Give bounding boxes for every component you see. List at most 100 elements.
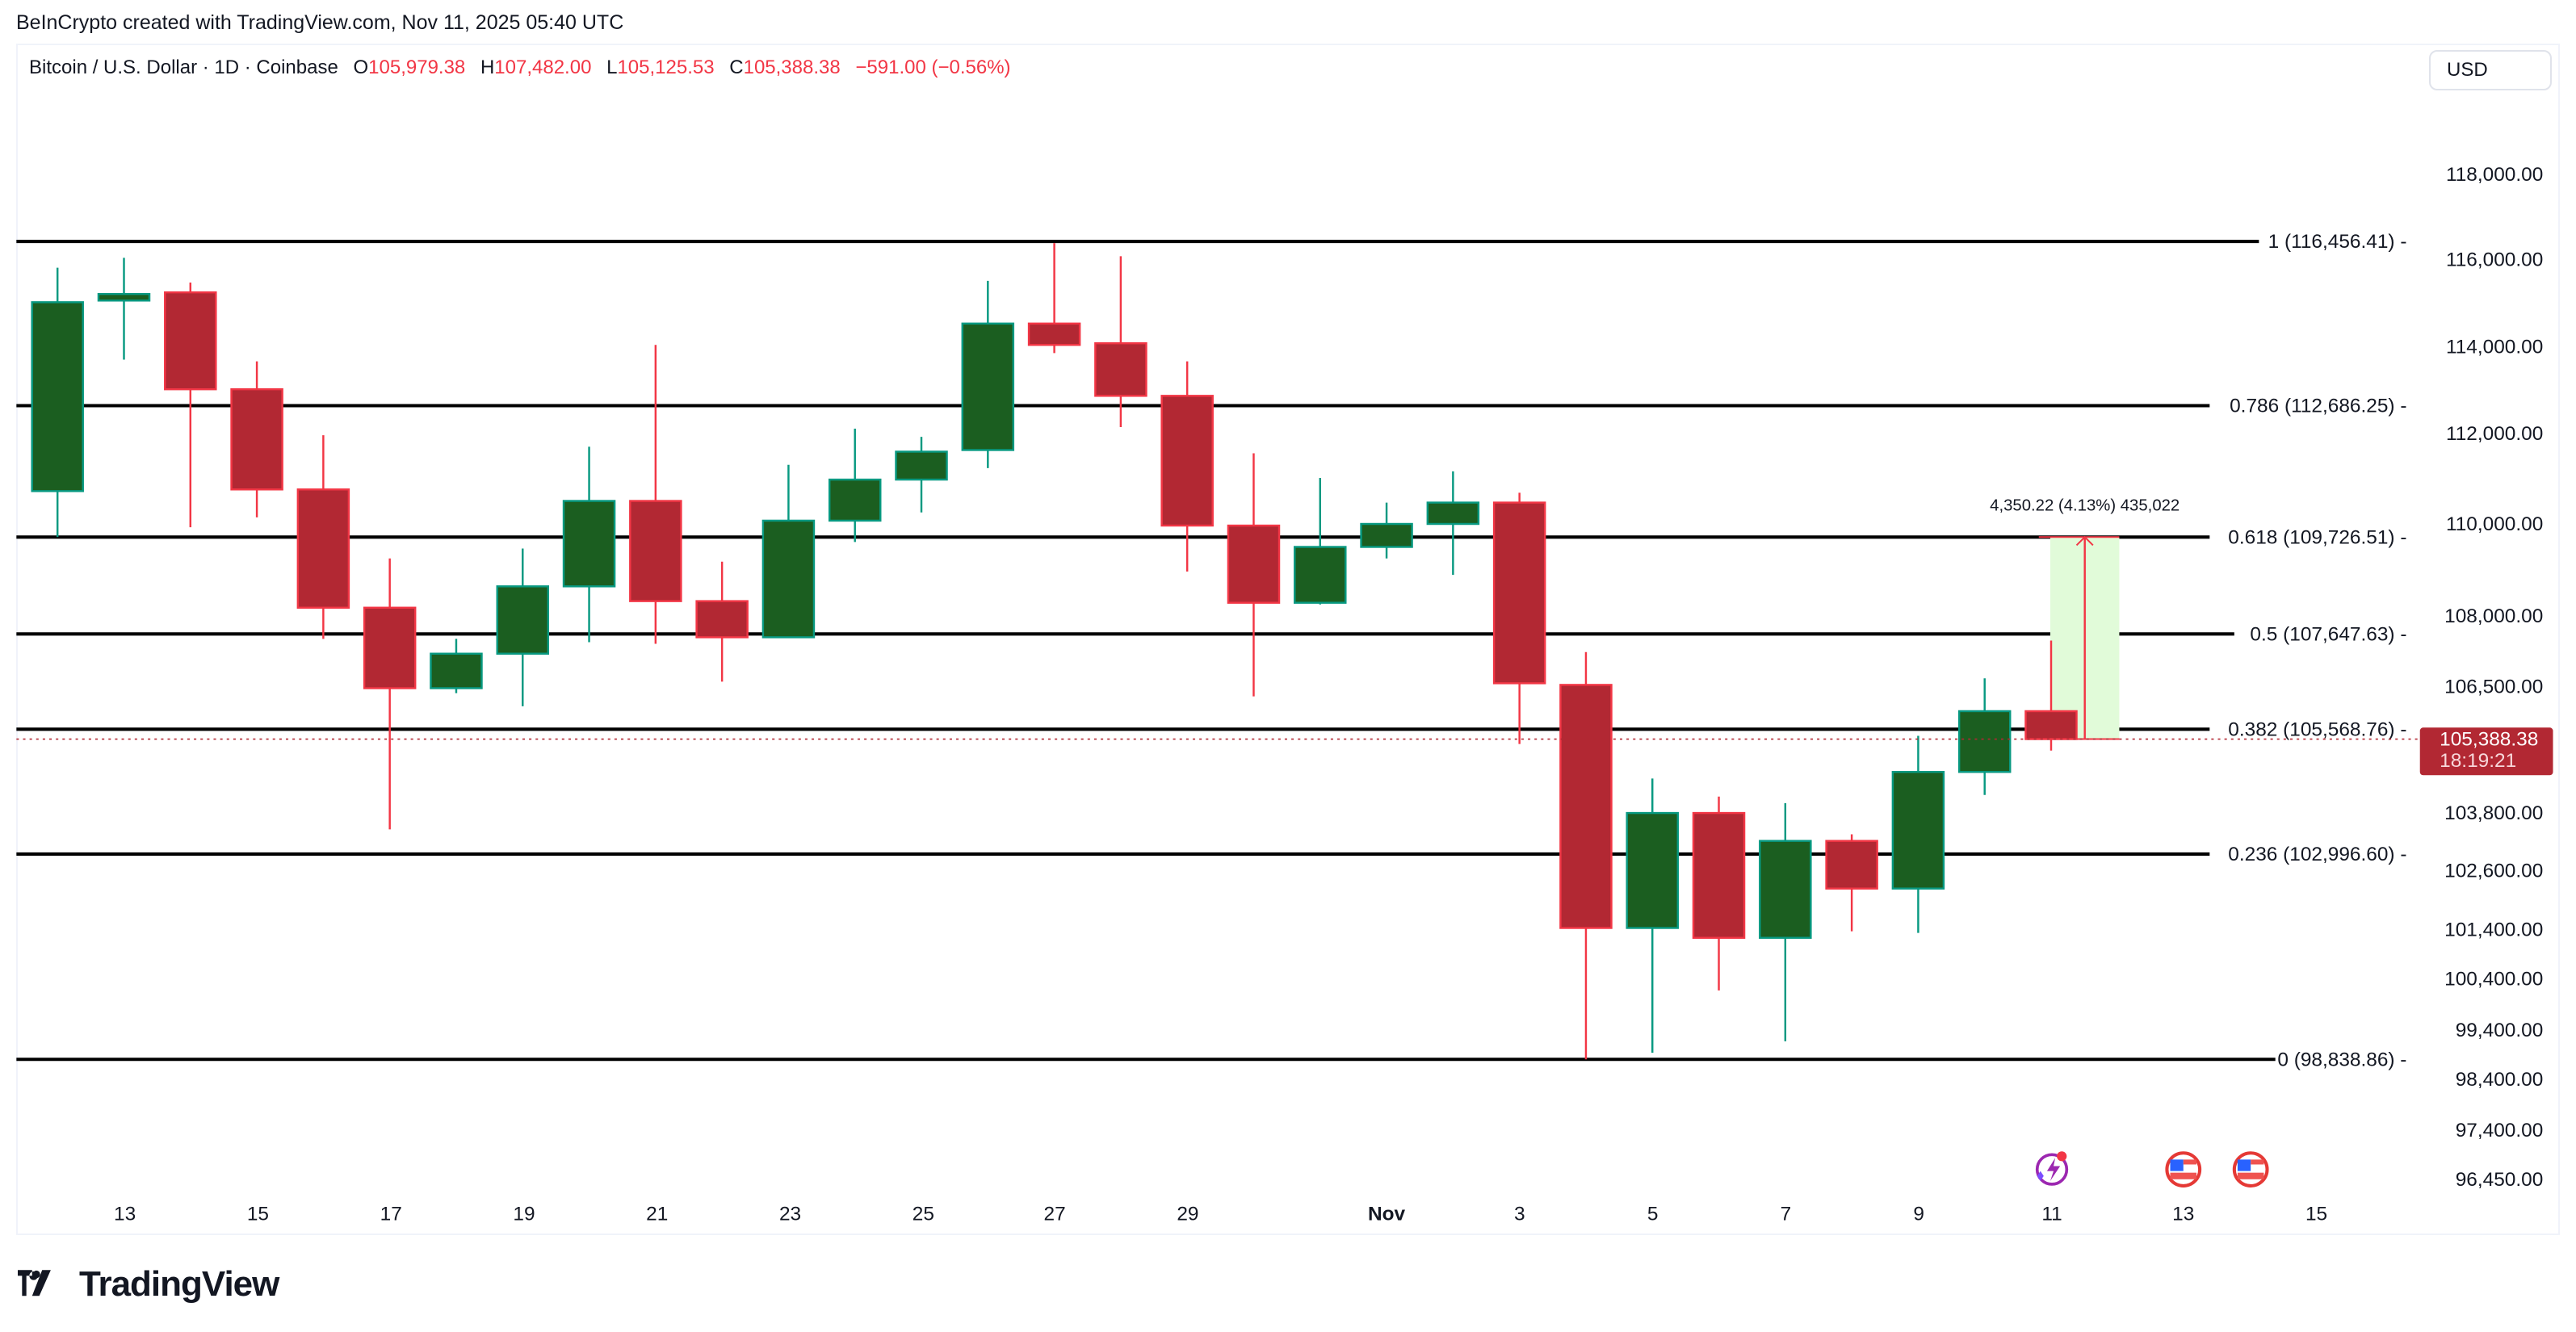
us-flag-event-icon[interactable] xyxy=(2232,1151,2269,1187)
time-tick: 23 xyxy=(779,1204,801,1225)
time-tick: 27 xyxy=(1044,1204,1066,1225)
candle[interactable] xyxy=(1360,502,1413,559)
close-value: 105,388.38 xyxy=(743,57,841,78)
open-value: 105,979.38 xyxy=(368,57,466,78)
time-tick: 13 xyxy=(114,1204,136,1225)
candles xyxy=(31,243,2078,1060)
candle[interactable] xyxy=(296,435,350,639)
symbol-legend: Bitcoin / U.S. Dollar · 1D · Coinbase O1… xyxy=(29,57,1011,79)
time-tick: 7 xyxy=(1781,1204,1792,1225)
tradingview-logo[interactable]: TradingView xyxy=(18,1264,279,1305)
price-tick: 112,000.00 xyxy=(2446,423,2543,445)
time-tick: 3 xyxy=(1514,1204,1525,1225)
candle[interactable] xyxy=(97,258,151,360)
fib-label: 0.5 (107,647.63) - xyxy=(2250,623,2406,645)
price-tick: 99,400.00 xyxy=(2456,1020,2544,1041)
candle[interactable] xyxy=(1492,492,1546,744)
time-tick: 29 xyxy=(1177,1204,1198,1225)
candle[interactable] xyxy=(496,548,550,706)
candle[interactable] xyxy=(230,361,283,517)
time-tick: 17 xyxy=(380,1204,402,1225)
currency-button[interactable]: USD xyxy=(2429,50,2552,90)
fib-label: 0.786 (112,686.25) - xyxy=(2230,396,2406,417)
time-axis[interactable]: 13 15 17 19 21 23 25 27 29 Nov 3 5 7 9 11 13 15 xyxy=(114,1204,2327,1225)
candle[interactable] xyxy=(761,464,816,639)
high-label: H xyxy=(480,57,495,78)
close-label: C xyxy=(729,57,744,78)
candle[interactable] xyxy=(1891,735,1945,933)
time-tick: 5 xyxy=(1647,1204,1659,1225)
candle[interactable] xyxy=(895,437,948,513)
candle[interactable] xyxy=(828,429,882,542)
price-tick: 98,400.00 xyxy=(2456,1069,2544,1091)
price-tick: 114,000.00 xyxy=(2446,336,2543,358)
price-tick: 101,400.00 xyxy=(2444,919,2543,941)
price-tick: 103,800.00 xyxy=(2444,802,2543,824)
price-tick: 108,000.00 xyxy=(2444,605,2543,627)
ai-news-icon[interactable] xyxy=(2035,1151,2069,1186)
candle[interactable] xyxy=(1626,778,1679,1053)
candle[interactable] xyxy=(1294,478,1347,605)
time-tick: 25 xyxy=(913,1204,934,1225)
candle[interactable] xyxy=(1759,802,1812,1041)
candle[interactable] xyxy=(1094,256,1147,427)
price-tag: 105,388.38 18:19:21 xyxy=(2419,727,2553,776)
time-tick: 11 xyxy=(2041,1204,2062,1225)
price-tick: 102,600.00 xyxy=(2444,860,2543,882)
candle[interactable] xyxy=(629,345,682,644)
measure-label: 4,350.22 (4.13%) 435,022 xyxy=(1990,497,2180,515)
time-tick: 13 xyxy=(2172,1204,2194,1225)
open-label: O xyxy=(353,57,369,78)
price-axis[interactable]: 118,000.00 116,000.00 114,000.00 112,000.00… xyxy=(2444,164,2543,1191)
candle[interactable] xyxy=(164,282,217,528)
logo-text: TradingView xyxy=(79,1264,279,1304)
svg-text:105,388.38: 105,388.38 xyxy=(2440,729,2538,751)
fib-retracement[interactable]: 1 (116,456.41) - 0.786 (112,686.25) - 0.61… xyxy=(16,231,2406,1070)
candle[interactable] xyxy=(1426,471,1480,576)
us-flag-event-icon[interactable] xyxy=(2165,1151,2202,1187)
candle[interactable] xyxy=(695,561,749,682)
time-tick: 15 xyxy=(247,1204,269,1225)
price-range-measure[interactable]: 4,350.22 (4.13%) 435,022 xyxy=(1990,497,2180,740)
candle[interactable] xyxy=(1559,651,1613,1060)
fib-label: 0.236 (102,996.60) - xyxy=(2228,844,2406,865)
candle[interactable] xyxy=(31,267,84,538)
price-tick: 96,450.00 xyxy=(2456,1169,2544,1191)
price-tick: 116,000.00 xyxy=(2446,249,2543,271)
low-label: L xyxy=(606,57,618,78)
candle[interactable] xyxy=(363,558,417,830)
tradingview-logo-icon xyxy=(18,1270,51,1296)
fib-label: 1 (116,456.41) - xyxy=(2268,231,2407,253)
low-value: 105,125.53 xyxy=(617,57,715,78)
high-value: 107,482.00 xyxy=(494,57,592,78)
candle[interactable] xyxy=(1825,834,1878,932)
time-tick: Nov xyxy=(1368,1204,1406,1225)
time-tick: 9 xyxy=(1913,1204,1924,1225)
fib-label: 0.382 (105,568.76) - xyxy=(2228,718,2406,740)
price-tick: 100,400.00 xyxy=(2444,969,2543,991)
price-tick: 97,400.00 xyxy=(2456,1120,2544,1141)
candle[interactable] xyxy=(1160,361,1214,572)
price-tick: 118,000.00 xyxy=(2446,164,2543,186)
chart-frame xyxy=(16,44,2560,1235)
candle[interactable] xyxy=(2024,640,2078,751)
time-tick: 15 xyxy=(2305,1204,2327,1225)
candle[interactable] xyxy=(1027,243,1081,354)
candle[interactable] xyxy=(961,280,1015,468)
time-tick: 21 xyxy=(646,1204,668,1225)
price-tick: 110,000.00 xyxy=(2446,513,2543,535)
time-tick: 19 xyxy=(513,1204,535,1225)
candle[interactable] xyxy=(1957,678,2012,795)
change-value: −591.00 (−0.56%) xyxy=(855,57,1011,78)
candle[interactable] xyxy=(430,639,483,693)
chart-credit: BeInCrypto created with TradingView.com,… xyxy=(16,11,624,34)
price-tick: 106,500.00 xyxy=(2444,676,2543,698)
candle[interactable] xyxy=(1227,453,1281,697)
fib-label: 0 (98,838.86) - xyxy=(2277,1049,2406,1070)
symbol-title[interactable]: Bitcoin / U.S. Dollar · 1D · Coinbase xyxy=(29,57,338,78)
candle[interactable] xyxy=(562,446,616,643)
svg-text:18:19:21: 18:19:21 xyxy=(2440,750,2516,772)
fib-label: 0.618 (109,726.51) - xyxy=(2228,526,2406,548)
candle[interactable] xyxy=(1692,796,1746,991)
